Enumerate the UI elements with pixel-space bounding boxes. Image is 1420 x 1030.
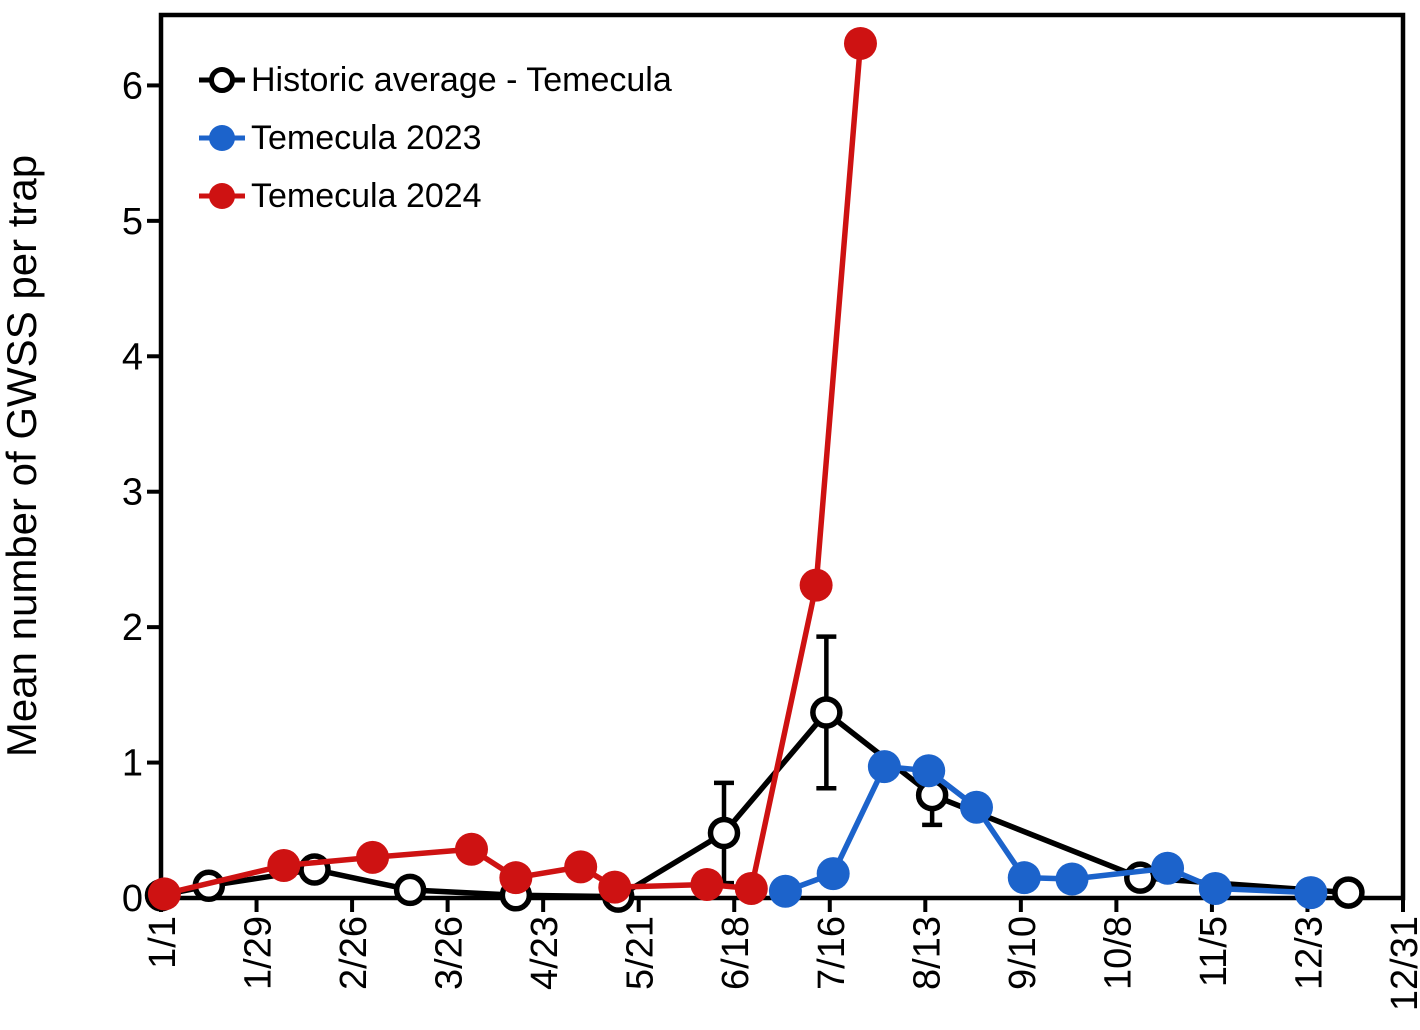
data-point-open-circle xyxy=(1332,876,1365,909)
x-tick-label: 1/29 xyxy=(238,916,280,990)
y-tick-label: 4 xyxy=(122,336,143,378)
filled-circle-marker-icon xyxy=(198,121,246,155)
data-point-filled-circle xyxy=(267,848,301,882)
data-point-open-circle xyxy=(810,696,843,729)
x-tick-label: 9/10 xyxy=(1002,916,1044,990)
y-axis-title: Mean number of GWSS per trap xyxy=(0,155,45,757)
data-point-filled-circle xyxy=(1151,851,1185,885)
legend-item-temecula-2023: Temecula 2023 xyxy=(198,109,672,167)
y-tick-label: 6 xyxy=(122,65,143,107)
x-tick-label: 4/23 xyxy=(524,916,566,990)
filled-circle-marker-icon xyxy=(198,179,246,213)
data-point-filled-circle xyxy=(455,832,488,866)
open-circle-marker-icon xyxy=(198,63,246,97)
x-tick-label: 6/18 xyxy=(715,916,757,990)
x-tick-label: 10/8 xyxy=(1097,916,1139,990)
legend-label-temecula-2023: Temecula 2023 xyxy=(251,118,482,157)
x-tick-label: 12/3 xyxy=(1288,916,1330,990)
legend-label-historic-average: Historic average - Temecula xyxy=(251,60,672,99)
data-point-filled-circle xyxy=(356,840,390,874)
data-point-filled-circle xyxy=(499,861,533,895)
data-point-open-circle xyxy=(707,816,741,850)
data-point-open-circle xyxy=(393,873,427,907)
x-tick-label: 1/1 xyxy=(142,916,184,969)
data-point-filled-circle xyxy=(799,568,833,602)
data-point-filled-circle xyxy=(598,870,632,904)
x-tick-label: 2/26 xyxy=(333,916,375,990)
data-point-filled-circle xyxy=(734,872,768,906)
series-temecula-2024 xyxy=(147,26,877,911)
data-point-filled-circle xyxy=(1007,861,1041,895)
data-point-filled-circle xyxy=(564,850,598,884)
y-tick-label: 1 xyxy=(122,743,143,785)
y-tick-label: 0 xyxy=(122,878,143,920)
y-tick-label: 3 xyxy=(122,472,143,514)
data-point-filled-circle xyxy=(690,867,724,901)
data-point-filled-circle xyxy=(959,790,993,824)
legend-item-historic-average: Historic average - Temecula xyxy=(198,51,672,109)
data-point-filled-circle xyxy=(768,874,802,908)
series-line xyxy=(782,763,1314,896)
x-tick-label: 7/16 xyxy=(811,916,853,990)
data-point-filled-circle xyxy=(1055,862,1089,896)
data-point-filled-circle xyxy=(816,857,850,891)
legend: Historic average - Temecula Temecula 202… xyxy=(198,51,672,225)
x-tick-label: 8/13 xyxy=(906,916,948,990)
x-tick-label: 11/5 xyxy=(1193,916,1235,987)
data-point-filled-circle xyxy=(912,754,946,788)
data-point-filled-circle xyxy=(1294,876,1328,910)
legend-label-temecula-2024: Temecula 2024 xyxy=(251,176,482,215)
y-tick-label: 5 xyxy=(122,201,143,243)
data-point-filled-circle xyxy=(147,877,181,911)
x-tick-label: 12/31 xyxy=(1384,916,1420,1011)
series-temecula-2023 xyxy=(768,750,1328,910)
data-point-filled-circle xyxy=(867,750,901,784)
data-point-filled-circle xyxy=(843,26,877,60)
y-tick-label: 2 xyxy=(122,607,143,649)
plot-layers: 1/1 1/29 2/26 3/26 4/23 5/21 6/18 7/16 8/13 9/10 1… xyxy=(122,12,1420,1011)
x-tick-label: 5/21 xyxy=(620,916,662,990)
data-point-filled-circle xyxy=(1198,872,1232,906)
legend-item-temecula-2024: Temecula 2024 xyxy=(198,167,672,225)
x-tick-label: 3/26 xyxy=(429,916,471,990)
